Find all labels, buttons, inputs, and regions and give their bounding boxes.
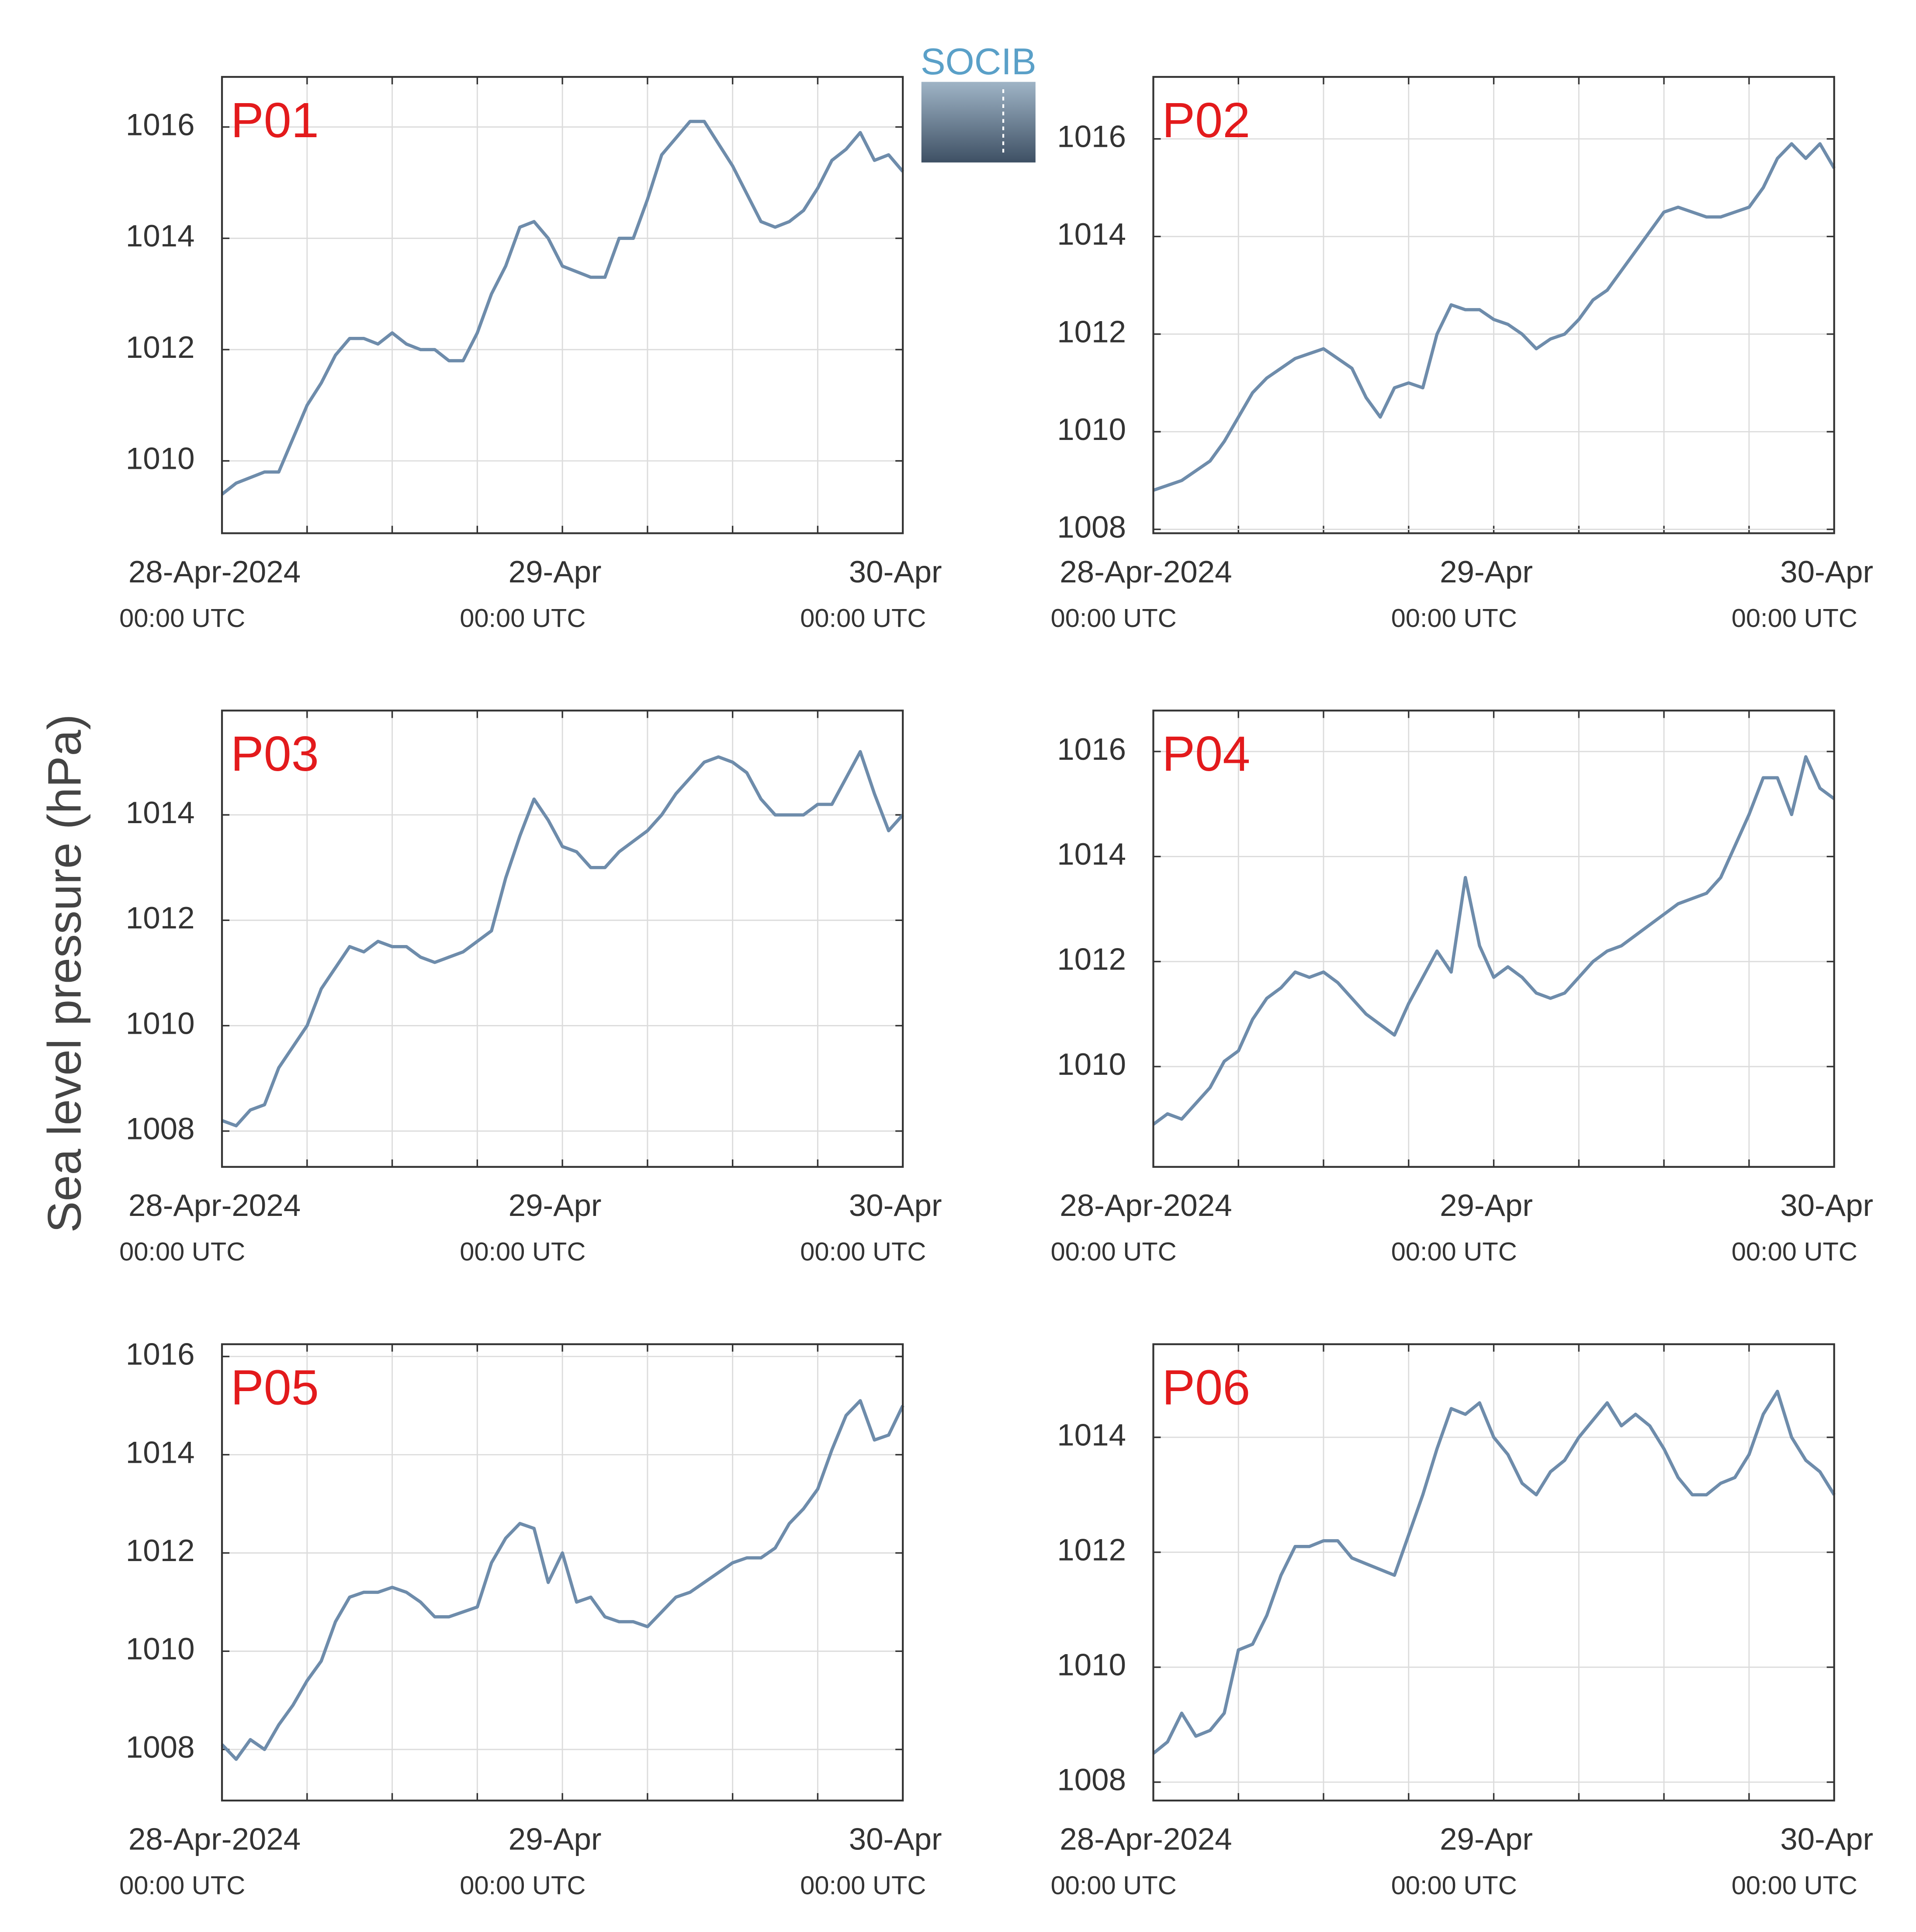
y-tick-label: 1008	[1057, 1763, 1126, 1797]
panel: 28-Apr-2024 00:00 UTC 29-Apr 00:00 UTC 30-Ap…	[119, 710, 942, 1266]
y-tick-label: 1010	[1057, 412, 1126, 447]
y-tick-label: 1012	[126, 330, 195, 365]
x-tick-label: 29-Apr	[1440, 555, 1533, 589]
x-tick-sublabel: 00:00 UTC	[119, 1871, 245, 1900]
series-line	[1152, 755, 1835, 1126]
y-tick-label: 1014	[1057, 217, 1126, 252]
plot-frame	[221, 76, 904, 534]
x-tick-label: 28-Apr-2024	[1060, 1822, 1232, 1856]
x-tick-label: 28-Apr-2024	[128, 555, 301, 589]
panel: 28-Apr-2024 00:00 UTC 29-Apr 00:00 UTC 30-Ap…	[119, 1337, 942, 1900]
y-tick-label: 1010	[126, 442, 195, 476]
panel-title: P03	[231, 726, 319, 782]
y-axis-label: Sea level pressure (hPa)	[38, 714, 91, 1233]
y-tick-label: 1016	[1057, 120, 1126, 154]
x-tick-label: 29-Apr	[509, 1822, 602, 1856]
y-tick-label: 1008	[126, 1112, 195, 1146]
x-tick-sublabel: 00:00 UTC	[119, 603, 245, 633]
plot-frame	[1152, 76, 1835, 534]
x-tick-label: 29-Apr	[1440, 1188, 1533, 1223]
y-tick-label: 1010	[126, 1006, 195, 1041]
x-tick-sublabel: 00:00 UTC	[800, 603, 926, 633]
x-tick-label: 30-Apr	[1780, 555, 1873, 589]
x-tick-sublabel: 00:00 UTC	[1051, 1237, 1177, 1266]
y-tick-label: 1016	[126, 1337, 195, 1371]
x-tick-sublabel: 00:00 UTC	[460, 1871, 586, 1900]
x-tick-label: 30-Apr	[1780, 1188, 1873, 1223]
x-tick-sublabel: 00:00 UTC	[460, 1237, 586, 1266]
x-tick-label: 29-Apr	[1440, 1822, 1533, 1856]
x-tick-label: 29-Apr	[509, 555, 602, 589]
x-tick-sublabel: 00:00 UTC	[1051, 603, 1177, 633]
plot-frame	[1152, 1343, 1835, 1802]
x-tick-label: 30-Apr	[849, 1188, 942, 1223]
x-tick-sublabel: 00:00 UTC	[800, 1237, 926, 1266]
y-tick-label: 1012	[1057, 315, 1126, 349]
y-tick-label: 1014	[1057, 1418, 1126, 1452]
panel-title: P01	[231, 93, 319, 148]
y-tick-label: 1010	[1057, 1648, 1126, 1683]
panel: 28-Apr-2024 00:00 UTC 29-Apr 00:00 UTC 30-Ap…	[1051, 76, 1873, 633]
plot-frame	[221, 710, 904, 1168]
series-line	[221, 750, 904, 1128]
x-tick-sublabel: 00:00 UTC	[460, 603, 586, 633]
x-tick-label: 29-Apr	[509, 1188, 602, 1223]
x-tick-sublabel: 00:00 UTC	[1391, 1871, 1517, 1900]
x-tick-sublabel: 00:00 UTC	[1391, 603, 1517, 633]
x-tick-label: 28-Apr-2024	[1060, 1188, 1232, 1223]
x-tick-sublabel: 00:00 UTC	[1732, 1237, 1857, 1266]
y-tick-label: 1012	[126, 1534, 195, 1568]
x-tick-label: 30-Apr	[1780, 1822, 1873, 1856]
series-line	[1152, 1389, 1836, 1755]
y-tick-label: 1014	[1057, 837, 1126, 872]
y-tick-label: 1008	[126, 1730, 195, 1765]
y-tick-label: 1014	[126, 219, 195, 253]
y-tick-label: 1016	[126, 107, 195, 142]
series-line	[221, 120, 904, 496]
plot-frame	[221, 1343, 904, 1802]
x-tick-label: 30-Apr	[849, 1822, 942, 1856]
y-tick-label: 1014	[126, 796, 195, 830]
y-tick-label: 1012	[126, 901, 195, 935]
logo-text: SOCIB	[921, 41, 1036, 83]
x-tick-sublabel: 00:00 UTC	[1732, 1871, 1857, 1900]
x-tick-sublabel: 00:00 UTC	[1732, 603, 1857, 633]
x-tick-label: 30-Apr	[849, 555, 942, 589]
x-tick-label: 28-Apr-2024	[1060, 555, 1232, 589]
panel: 28-Apr-2024 00:00 UTC 29-Apr 00:00 UTC 30-Ap…	[1051, 1343, 1873, 1900]
panel-title: P05	[231, 1360, 319, 1415]
y-tick-label: 1014	[126, 1435, 195, 1470]
y-tick-label: 1016	[1057, 732, 1126, 767]
x-tick-sublabel: 00:00 UTC	[1391, 1237, 1517, 1266]
panel-title: P04	[1162, 726, 1250, 782]
panel-title: P02	[1162, 93, 1250, 148]
y-tick-label: 1010	[1057, 1047, 1126, 1082]
x-tick-sublabel: 00:00 UTC	[800, 1871, 926, 1900]
panel: 28-Apr-2024 00:00 UTC 29-Apr 00:00 UTC 30-Ap…	[119, 76, 942, 633]
x-tick-label: 28-Apr-2024	[128, 1188, 301, 1223]
y-tick-label: 1012	[1057, 1533, 1126, 1568]
panel: 28-Apr-2024 00:00 UTC 29-Apr 00:00 UTC 30-Ap…	[1051, 710, 1873, 1266]
panel-title: P06	[1162, 1360, 1250, 1415]
logo: SOCIB	[921, 41, 1036, 163]
y-tick-label: 1010	[126, 1632, 195, 1666]
x-tick-sublabel: 00:00 UTC	[119, 1237, 245, 1266]
series-line	[1153, 142, 1836, 492]
logo-block	[921, 82, 1036, 163]
plot-frame	[1152, 710, 1835, 1168]
x-tick-sublabel: 00:00 UTC	[1051, 1871, 1177, 1900]
y-tick-label: 1012	[1057, 942, 1126, 977]
x-tick-label: 28-Apr-2024	[128, 1822, 301, 1856]
y-tick-label: 1008	[1057, 510, 1126, 544]
series-line	[221, 1399, 904, 1761]
